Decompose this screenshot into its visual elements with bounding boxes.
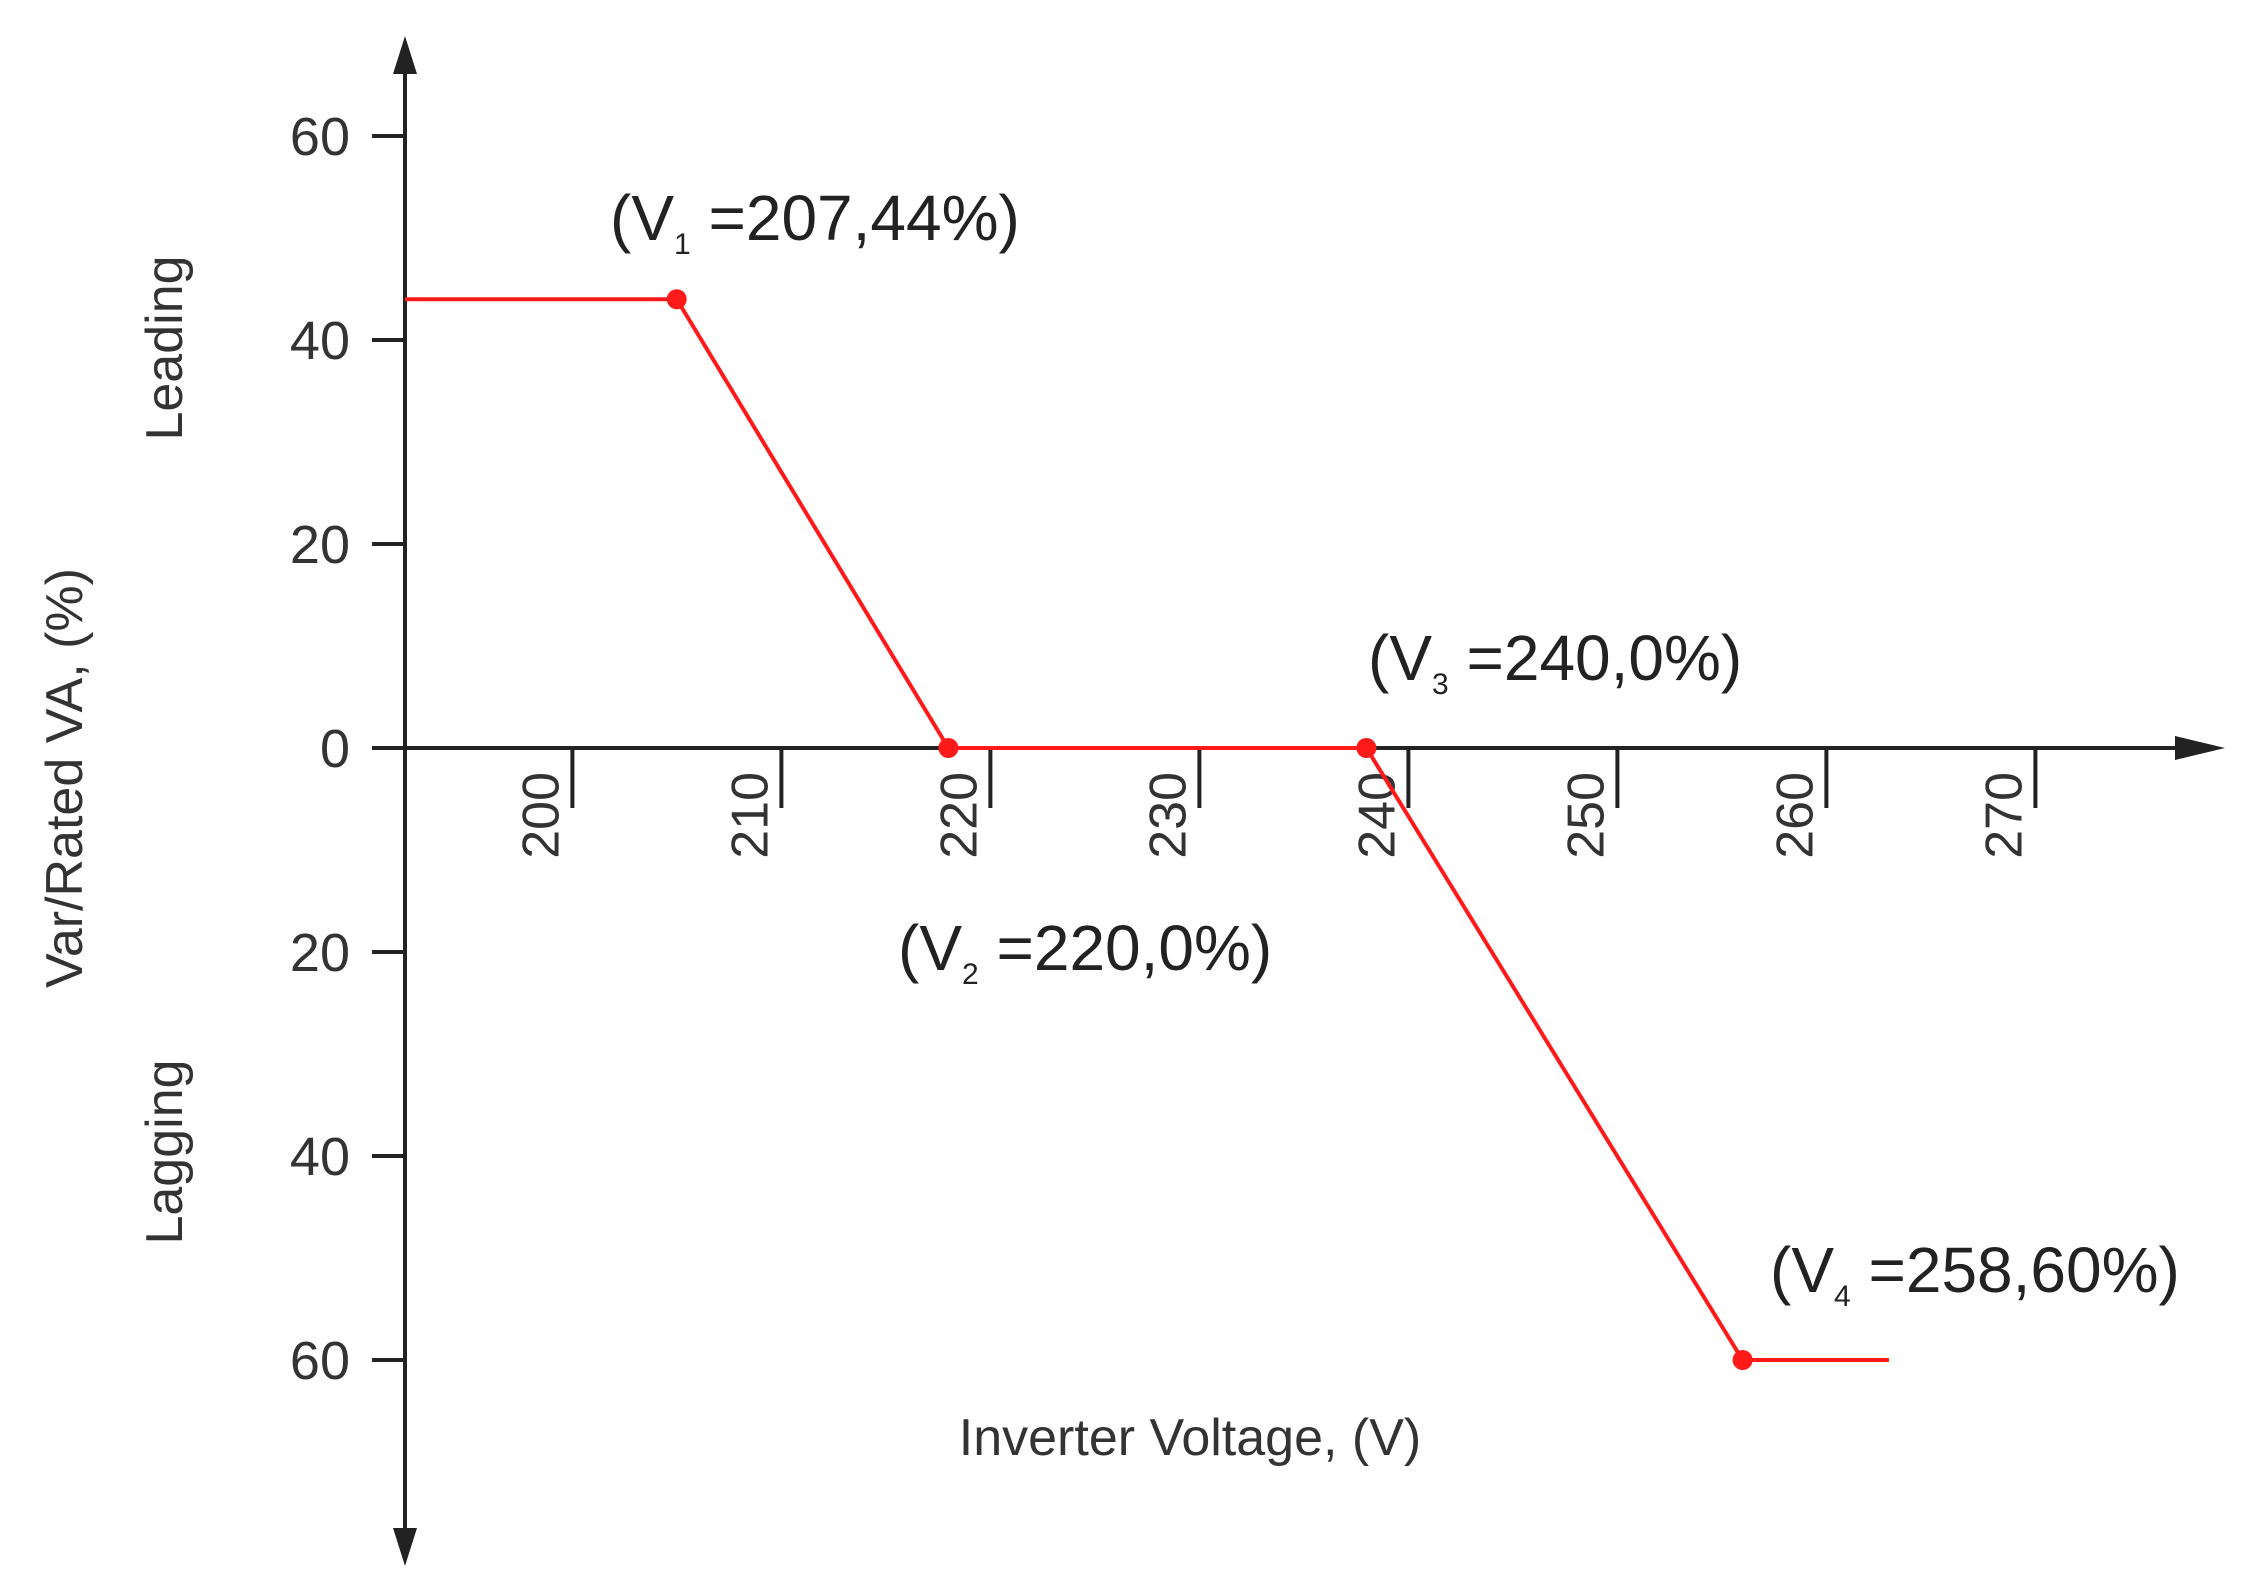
x-tick-label: 270	[1975, 772, 2033, 859]
annotation-v3-value: =240,0%)	[1449, 622, 1743, 694]
y-tick-label: 20	[290, 515, 350, 575]
x-tick-label: 260	[1766, 772, 1824, 859]
x-ticks: 200 210 220 230 240 250 260 270	[512, 748, 2038, 859]
data-point	[1356, 738, 1377, 758]
annotation-v3-sub: 3	[1432, 668, 1449, 701]
annotation-v2-value: =220,0%)	[979, 912, 1273, 984]
annotation-v3-prefix: (V	[1368, 622, 1432, 694]
x-tick-label: 210	[721, 772, 779, 859]
annotation-v1: (V1 =207,44%)	[610, 182, 1020, 261]
series-layer	[405, 297, 1889, 1362]
y-tick-label: 40	[290, 1127, 350, 1187]
annotation-v1-prefix: (V	[610, 182, 674, 254]
annotation-v2-prefix: (V	[898, 912, 962, 984]
annotation-v4-sub: 4	[1834, 1280, 1851, 1313]
leading-label: Leading	[136, 255, 194, 440]
data-point	[666, 289, 687, 310]
annotation-v3: (V3 =240,0%)	[1368, 622, 1742, 701]
marker-layer	[666, 289, 1753, 1370]
x-tick-label: 200	[512, 772, 570, 859]
annotation-v1-sub: 1	[674, 228, 691, 261]
y-axis-arrow-up-icon	[393, 36, 417, 74]
lagging-label: Lagging	[136, 1059, 194, 1244]
annotation-v2: (V2 =220,0%)	[898, 912, 1272, 991]
x-tick-label: 250	[1557, 772, 1615, 859]
data-point	[1732, 1350, 1753, 1370]
y-ticks: 60 40 20 0 20 40 60	[290, 107, 405, 1391]
annotation-v4-value: =258,60%)	[1851, 1234, 2180, 1306]
y-tick-label: 40	[290, 311, 350, 371]
x-axis-arrow-right-icon	[2175, 736, 2225, 760]
annotation-v1-value: =207,44%)	[691, 182, 1020, 254]
x-tick-label: 230	[1139, 772, 1197, 859]
y-axis-arrow-down-icon	[393, 1528, 417, 1566]
x-axis-title: Inverter Voltage, (V)	[959, 1409, 1421, 1467]
y-axis-title: Var/Rated VA, (%)	[36, 568, 94, 988]
data-point	[938, 738, 959, 758]
series-line	[405, 297, 1889, 1362]
annotation-v4: (V4 =258,60%)	[1770, 1234, 2180, 1313]
x-tick-label: 240	[1348, 772, 1406, 859]
y-tick-label: 60	[290, 1331, 350, 1391]
y-tick-label: 0	[320, 719, 350, 779]
annotation-v2-sub: 2	[962, 958, 979, 991]
annotation-v4-prefix: (V	[1770, 1234, 1834, 1306]
y-tick-label: 60	[290, 107, 350, 167]
y-tick-label: 20	[290, 923, 350, 983]
x-tick-label: 220	[930, 772, 988, 859]
